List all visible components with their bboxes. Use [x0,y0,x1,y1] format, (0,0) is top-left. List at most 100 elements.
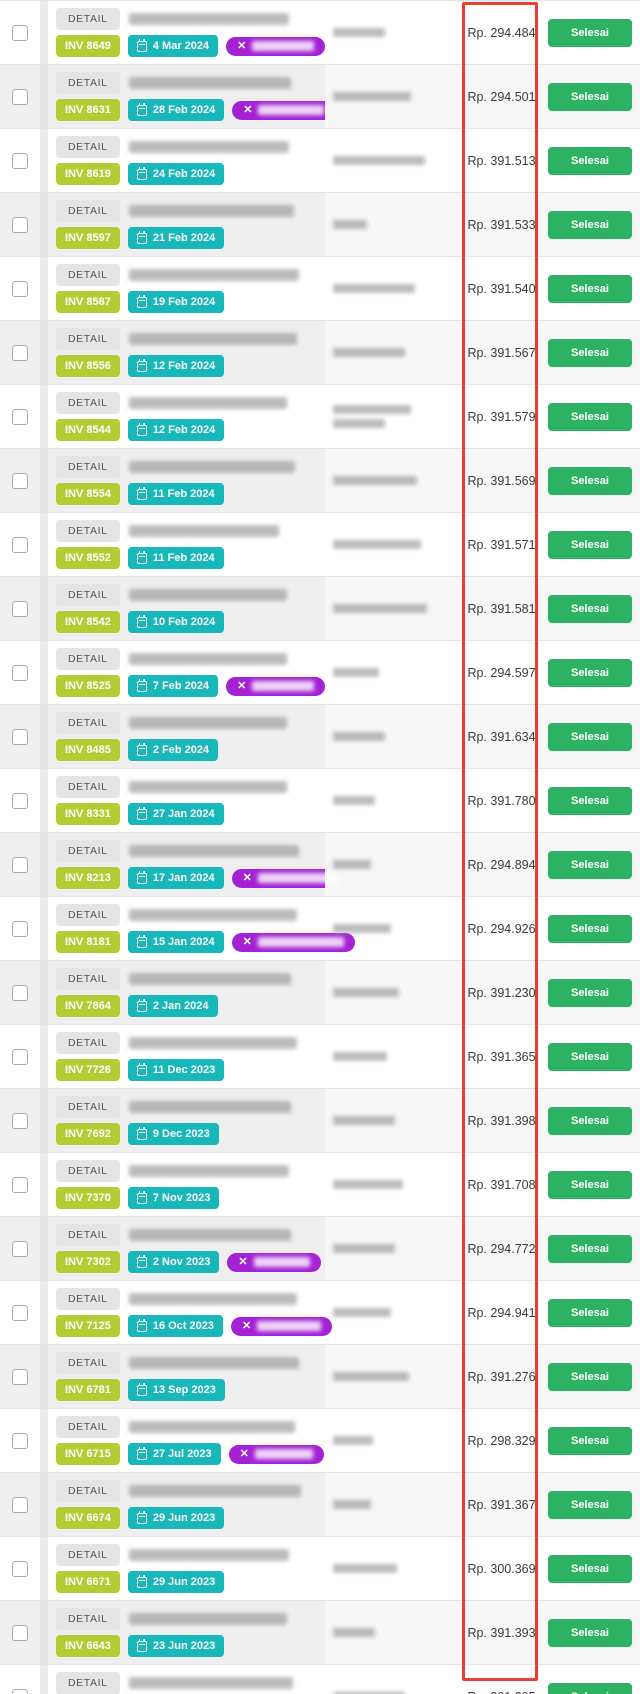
row-checkbox[interactable] [12,1560,28,1577]
status-button[interactable]: Selesai [548,1682,632,1694]
row-checkbox[interactable] [12,1688,28,1694]
status-button[interactable]: Selesai [548,466,632,495]
row-checkbox[interactable] [12,984,28,1001]
status-button[interactable]: Selesai [548,1362,632,1391]
row-checkbox[interactable] [12,24,28,41]
status-button[interactable]: Selesai [548,210,632,239]
detail-button[interactable]: DETAIL [56,1288,120,1310]
detail-button[interactable]: DETAIL [56,648,120,670]
cancel-badge: ✕ [227,1252,321,1272]
status-button[interactable]: Selesai [548,402,632,431]
detail-button[interactable]: DETAIL [56,1544,120,1566]
row-checkbox[interactable] [12,1112,28,1129]
detail-button[interactable]: DETAIL [56,72,120,94]
status-button[interactable]: Selesai [548,914,632,943]
status-button[interactable]: Selesai [548,594,632,623]
detail-button[interactable]: DETAIL [56,1224,120,1246]
row-checkbox[interactable] [12,536,28,553]
row-checkbox[interactable] [12,920,28,937]
status-button[interactable]: Selesai [548,1234,632,1263]
price-cell: Rp. 391.540 [463,257,540,320]
status-button[interactable]: Selesai [548,658,632,687]
row-checkbox[interactable] [12,856,28,873]
row-checkbox[interactable] [12,1432,28,1449]
status-button[interactable]: Selesai [548,1042,632,1071]
status-button[interactable]: Selesai [548,274,632,303]
detail-button[interactable]: DETAIL [56,776,120,798]
status-button[interactable]: Selesai [548,1298,632,1327]
row-checkbox[interactable] [12,792,28,809]
row-checkbox[interactable] [12,1368,28,1385]
redacted-customer-name [333,476,417,485]
column-divider [40,1,48,64]
detail-button[interactable]: DETAIL [56,840,120,862]
customer-cell [325,1089,463,1152]
status-button[interactable]: Selesai [548,1426,632,1455]
detail-button[interactable]: DETAIL [56,1160,120,1182]
column-divider [40,1473,48,1536]
row-checkbox[interactable] [12,1496,28,1513]
row-checkbox[interactable] [12,280,28,297]
redacted-cancel-text [252,41,315,51]
status-button[interactable]: Selesai [548,338,632,367]
detail-button[interactable]: DETAIL [56,8,120,30]
column-divider [40,129,48,192]
customer-cell [325,129,463,192]
detail-button[interactable]: DETAIL [56,904,120,926]
detail-button[interactable]: DETAIL [56,1416,120,1438]
detail-button[interactable]: DETAIL [56,584,120,606]
detail-button[interactable]: DETAIL [56,1480,120,1502]
row-checkbox[interactable] [12,1624,28,1641]
price-value: Rp. 294.926 [467,921,536,936]
redacted-customer-name [333,924,391,933]
status-button[interactable]: Selesai [548,1106,632,1135]
row-checkbox[interactable] [12,600,28,617]
detail-button[interactable]: DETAIL [56,392,120,414]
row-checkbox[interactable] [12,216,28,233]
price-value: Rp. 294.501 [467,89,536,104]
detail-button[interactable]: DETAIL [56,136,120,158]
row-checkbox[interactable] [12,1304,28,1321]
row-checkbox[interactable] [12,152,28,169]
detail-button[interactable]: DETAIL [56,200,120,222]
customer-cell [325,193,463,256]
row-checkbox[interactable] [12,88,28,105]
status-button[interactable]: Selesai [548,1170,632,1199]
status-button[interactable]: Selesai [548,146,632,175]
detail-button[interactable]: DETAIL [56,712,120,734]
status-button[interactable]: Selesai [548,850,632,879]
detail-button[interactable]: DETAIL [56,1096,120,1118]
detail-button[interactable]: DETAIL [56,1672,120,1694]
checkbox-cell [0,833,40,896]
detail-button[interactable]: DETAIL [56,1352,120,1374]
row-checkbox[interactable] [12,1240,28,1257]
status-button[interactable]: Selesai [548,1618,632,1647]
date-badge: 29 Jun 2023 [127,1507,225,1529]
status-button[interactable]: Selesai [548,1554,632,1583]
detail-button[interactable]: DETAIL [56,264,120,286]
row-checkbox[interactable] [12,1048,28,1065]
row-checkbox[interactable] [12,344,28,361]
status-button[interactable]: Selesai [548,978,632,1007]
status-button[interactable]: Selesai [548,530,632,559]
row-checkbox[interactable] [12,728,28,745]
detail-button[interactable]: DETAIL [56,520,120,542]
detail-button[interactable]: DETAIL [56,328,120,350]
status-button[interactable]: Selesai [548,18,632,47]
column-divider [40,1345,48,1408]
detail-button[interactable]: DETAIL [56,456,120,478]
status-button[interactable]: Selesai [548,82,632,111]
redacted-customer-name [333,348,405,357]
table-row: DETAIL INV 7125 16 Oct 2023 ✕ Rp. 294.94… [0,1280,640,1344]
row-checkbox[interactable] [12,408,28,425]
status-button[interactable]: Selesai [548,786,632,815]
row-checkbox[interactable] [12,472,28,489]
status-button[interactable]: Selesai [548,1490,632,1519]
status-button[interactable]: Selesai [548,722,632,751]
row-checkbox[interactable] [12,1176,28,1193]
detail-button[interactable]: DETAIL [56,968,120,990]
invoice-cell: DETAIL INV 8542 10 Feb 2024 [48,577,325,640]
row-checkbox[interactable] [12,664,28,681]
detail-button[interactable]: DETAIL [56,1032,120,1054]
detail-button[interactable]: DETAIL [56,1608,120,1630]
